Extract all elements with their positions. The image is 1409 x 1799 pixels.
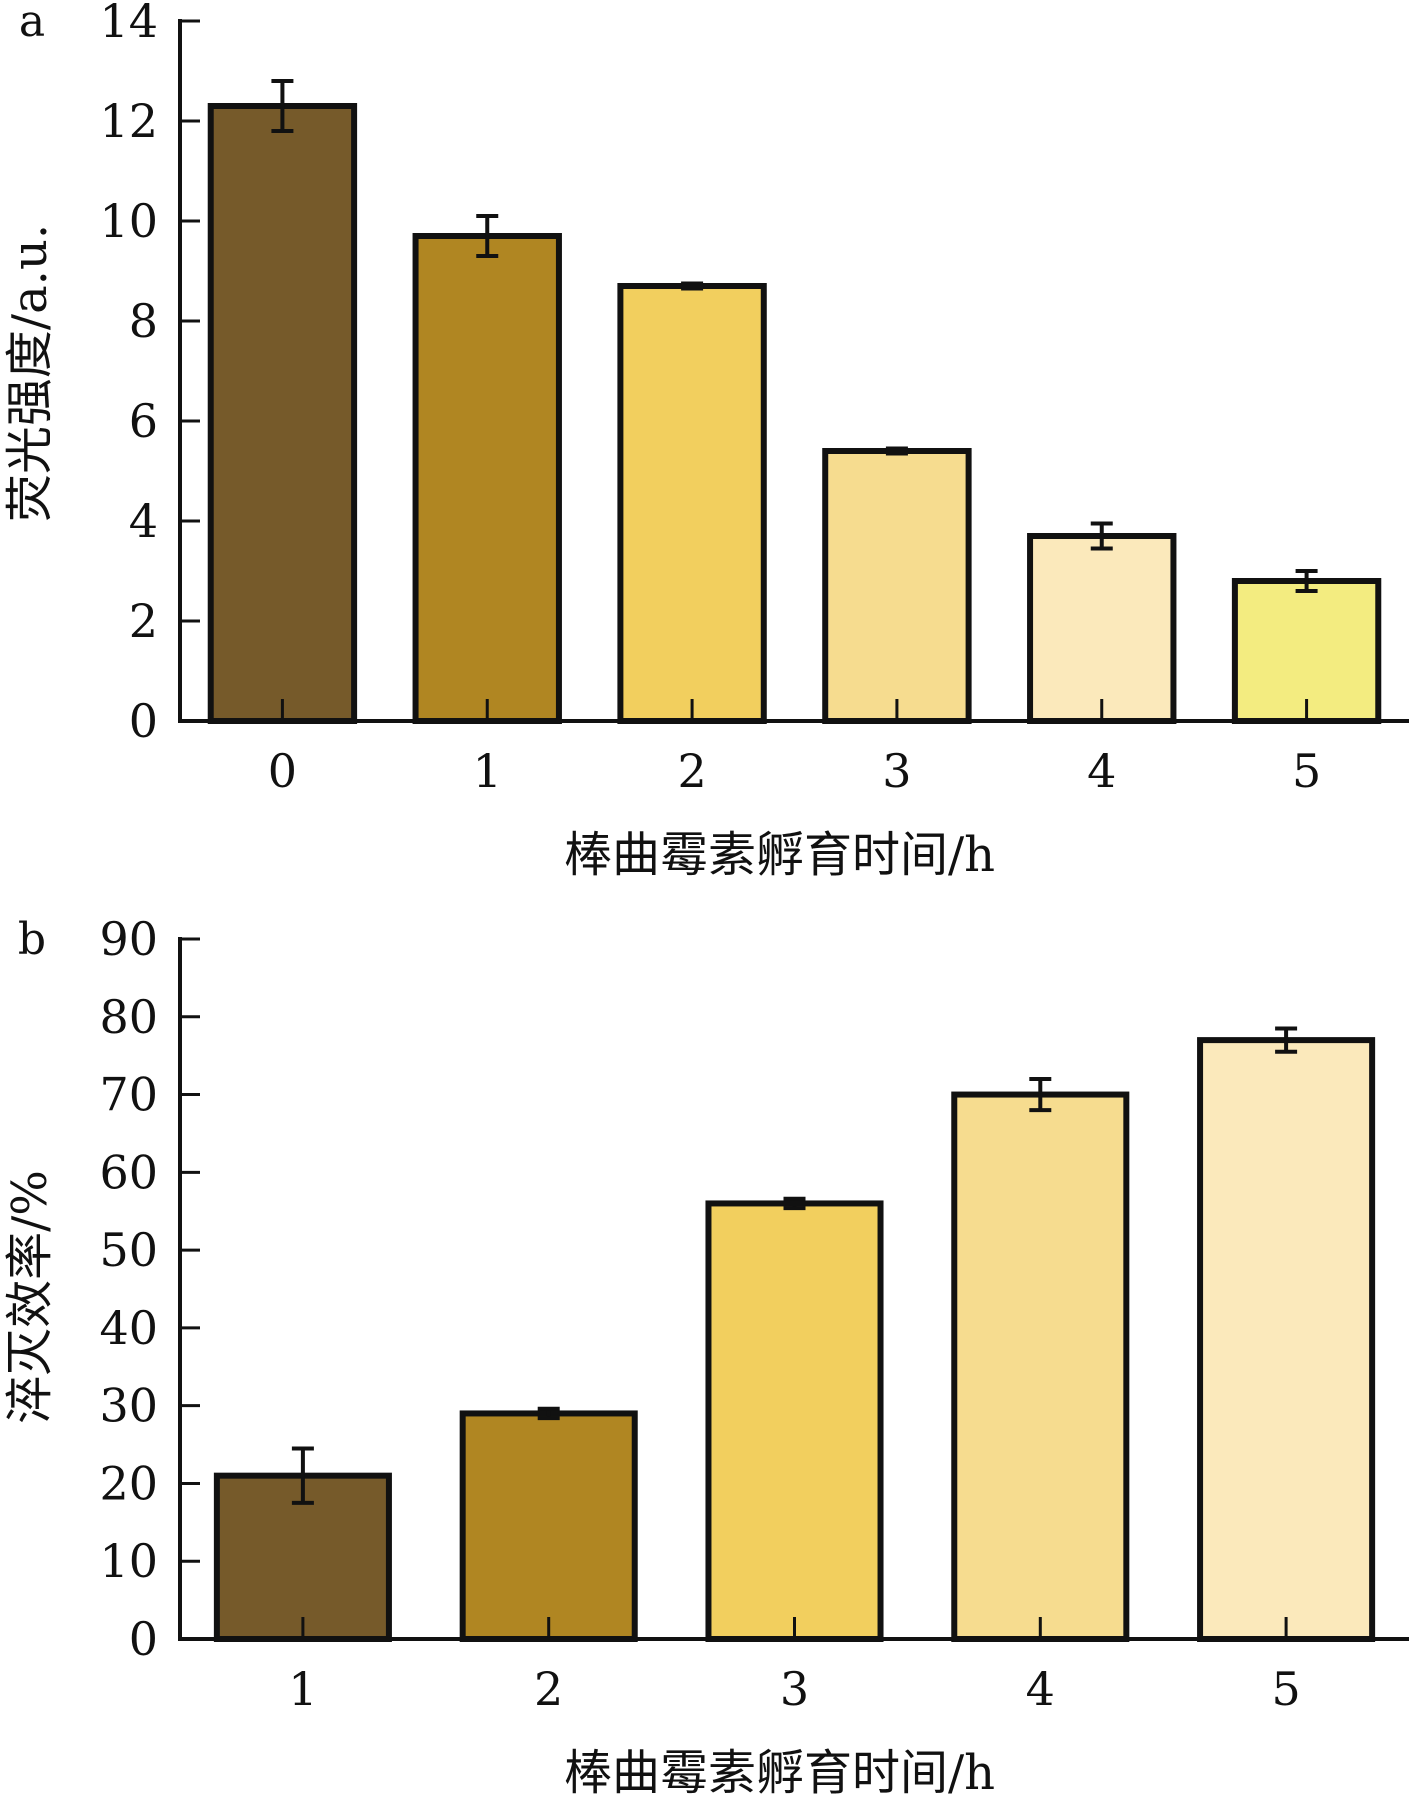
y-axis-label: 淬灭效率/% [2,1170,58,1424]
x-tick-label: 3 [882,744,911,798]
y-tick-label: 70 [99,1068,158,1122]
x-tick-label: 4 [1087,744,1116,798]
error-bar-0 [271,79,294,133]
y-tick-label: 4 [129,494,158,548]
y-tick-label: 6 [129,394,158,448]
error-bar-5 [1275,1026,1298,1054]
x-tick-label: 4 [1026,1662,1055,1716]
y-tick-label: 8 [129,294,158,348]
x-tick-label: 1 [288,1662,317,1716]
x-tick-label: 2 [677,744,706,798]
x-tick-label: 2 [534,1662,563,1716]
y-tick-label: 20 [99,1456,158,1510]
x-tick-label: 0 [268,744,297,798]
error-bar-2 [681,281,704,291]
x-tick-label: 1 [473,744,502,798]
error-bar-1 [476,214,499,258]
error-bar-1 [291,1446,314,1505]
bar-4 [1027,533,1177,724]
y-tick-label: 30 [99,1379,158,1433]
error-bar-4 [1090,521,1113,551]
y-tick-label: 50 [99,1223,158,1277]
bar-2 [459,1410,638,1643]
error-bar-4 [1029,1077,1052,1113]
x-tick-label: 5 [1292,744,1321,798]
x-axis-label: 棒曲霉素孵育时间/h [564,827,995,883]
y-tick-label: 10 [99,194,158,248]
y-tick-label: 14 [99,0,158,48]
y-axis-label: 荧光强度/a.u. [2,224,58,522]
panel-label-b: b [18,914,46,965]
bar-3 [822,448,972,724]
y-tick-label: 12 [99,94,158,148]
y-tick-label: 80 [99,990,158,1044]
error-bar-3 [783,1196,806,1211]
x-axis-label: 棒曲霉素孵育时间/h [564,1745,995,1799]
error-bar-5 [1295,569,1318,593]
y-tick-label: 40 [99,1301,158,1355]
bar-2 [617,283,767,724]
bar-1 [412,233,562,724]
y-tick-label: 60 [99,1145,158,1199]
y-tick-label: 0 [129,1612,158,1666]
error-bar-3 [885,446,908,456]
bar-3 [705,1200,884,1642]
x-tick-label: 3 [780,1662,809,1716]
y-tick-label: 2 [129,594,158,648]
error-bar-2 [537,1406,560,1421]
bar-5 [1197,1037,1376,1642]
x-tick-label: 5 [1271,1662,1300,1716]
y-tick-label: 90 [99,912,158,966]
bar-4 [951,1091,1130,1642]
bar-0 [207,103,358,724]
y-tick-label: 0 [129,694,158,748]
y-tick-label: 10 [99,1534,158,1588]
panel-label-a: a [19,0,45,47]
